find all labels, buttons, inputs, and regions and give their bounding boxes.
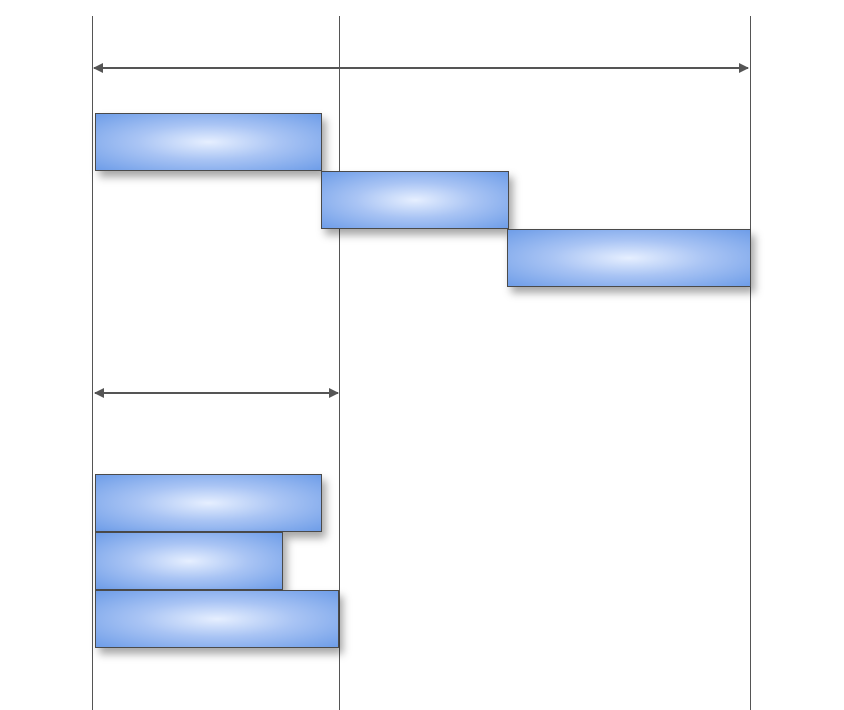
- guide-line-middle: [339, 16, 340, 710]
- sequential-block-3: [507, 229, 751, 287]
- parallel-block-1: [95, 474, 322, 532]
- parallel-block-3: [95, 590, 339, 648]
- sequential-block-2: [321, 171, 509, 229]
- guide-line-right: [750, 16, 751, 710]
- sequential-block-1: [95, 113, 322, 171]
- guide-line-left: [92, 16, 93, 710]
- parallel-block-2: [95, 532, 283, 590]
